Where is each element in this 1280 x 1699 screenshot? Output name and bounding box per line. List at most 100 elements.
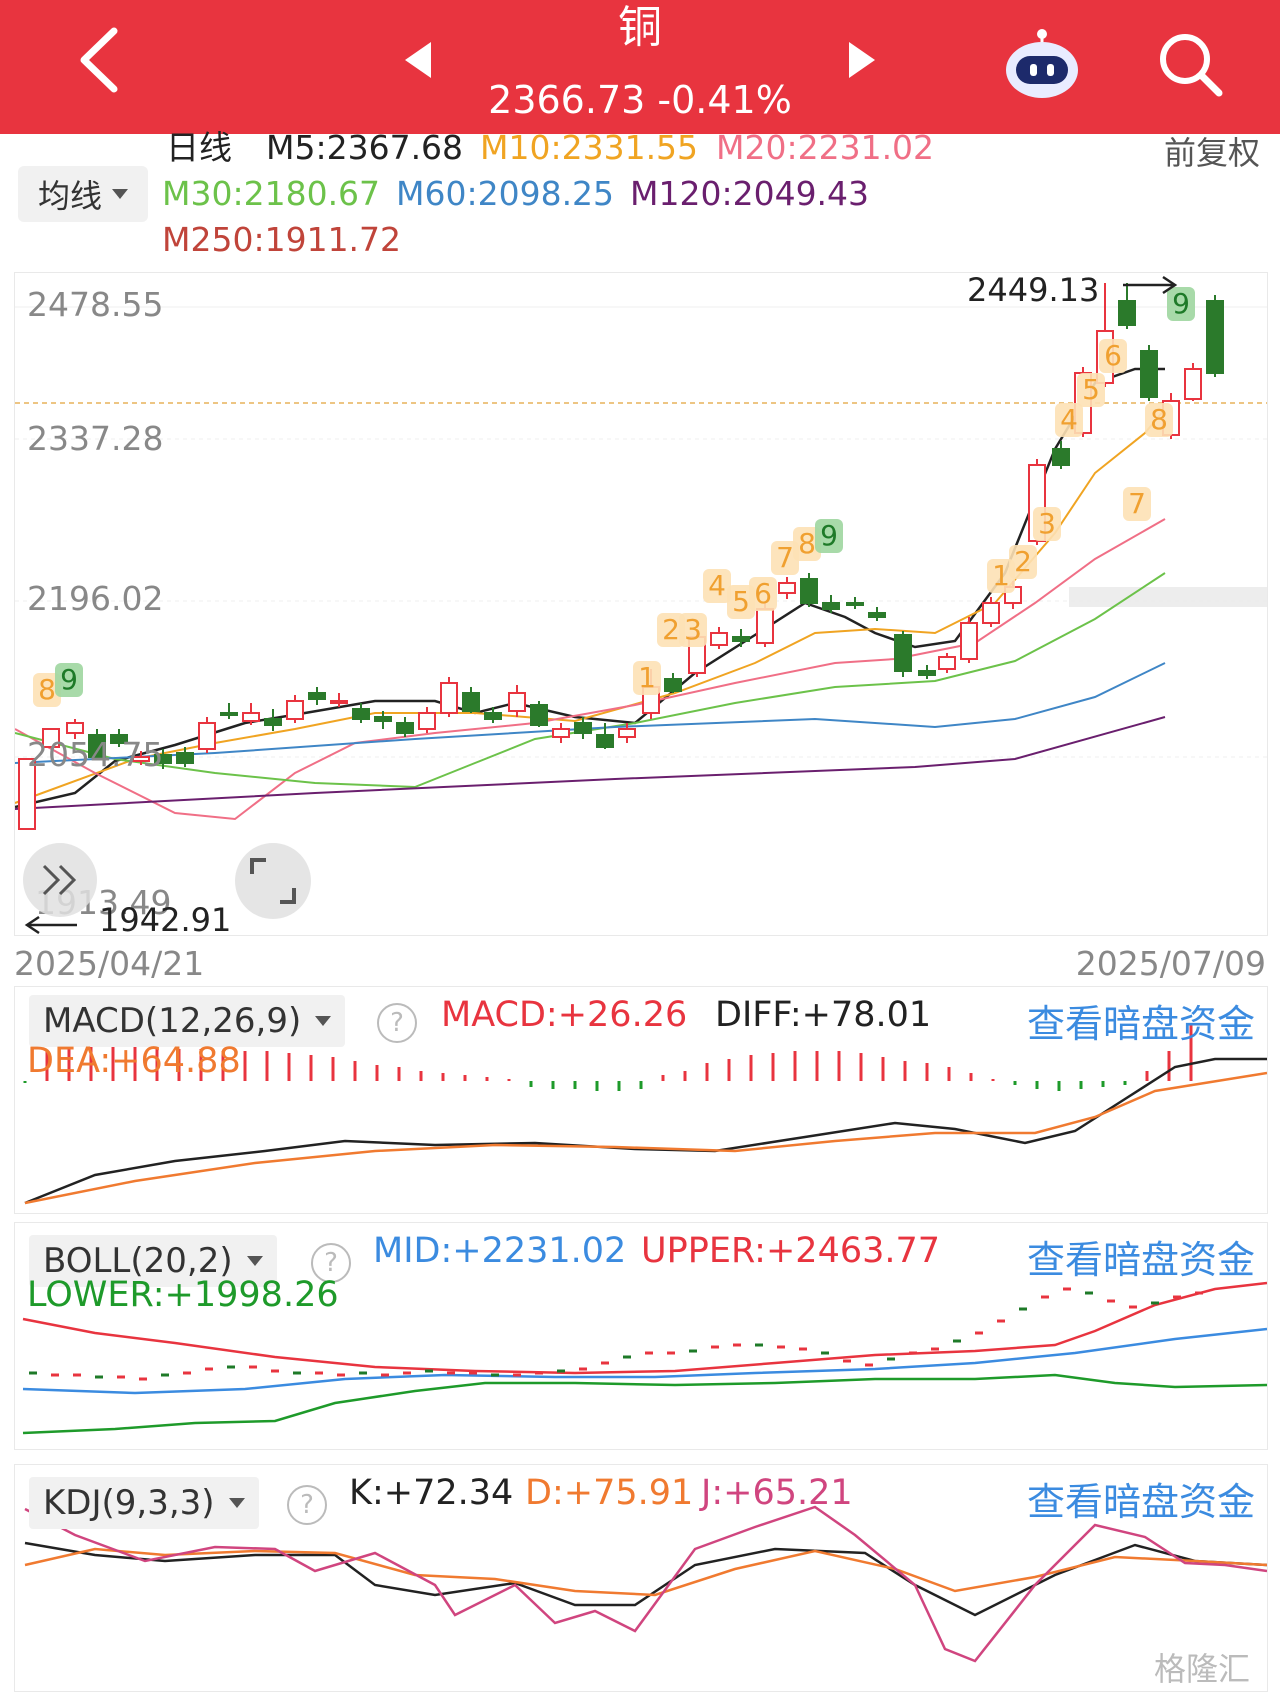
candle-body — [132, 756, 150, 762]
kdj-plot — [24, 1505, 1267, 1663]
candle-body — [960, 622, 978, 660]
candle-body — [286, 700, 304, 720]
td-badge — [1009, 545, 1037, 579]
candle-body — [242, 712, 260, 722]
td-badge — [633, 661, 661, 695]
low-marker-label: 1942.91 — [99, 901, 232, 939]
candle-body — [710, 632, 728, 646]
boll-select-label: BOLL(20,2) — [43, 1241, 233, 1281]
search-button[interactable] — [1148, 22, 1232, 106]
next-symbol-button[interactable] — [840, 38, 884, 82]
td-badge — [727, 585, 755, 619]
y-tick-4: 2054.75 — [27, 735, 164, 774]
td-count-label: 5 — [1082, 373, 1100, 406]
candle-body — [1118, 300, 1136, 326]
boll-select[interactable]: BOLL(20,2) — [29, 1235, 277, 1287]
td-badge — [33, 673, 61, 707]
robot-icon — [1006, 29, 1078, 98]
upper-value: UPPER:+2463.77 — [641, 1231, 941, 1271]
lower-value: LOWER:+1998.26 — [27, 1275, 339, 1315]
dropdown-arrow-icon — [315, 1016, 332, 1026]
candle-body — [732, 636, 750, 642]
td-badge — [679, 613, 707, 647]
macd-plot — [23, 1025, 1267, 1205]
candle-body — [330, 700, 348, 704]
macd-select[interactable]: MACD(12,26,9) — [29, 995, 346, 1047]
end-date: 2025/07/09 — [1075, 944, 1266, 983]
ma20-line — [15, 518, 1166, 821]
adjust-mode[interactable]: 前复权 — [1163, 134, 1260, 172]
symbol-title: 铜 — [618, 2, 662, 53]
candle-body — [42, 728, 60, 748]
dea-value: DEA:+64.88 — [27, 1041, 241, 1081]
j-value: J:+65.21 — [701, 1473, 853, 1513]
td-count-label: 1 — [992, 559, 1010, 592]
search-icon — [1160, 34, 1223, 97]
candle-body — [982, 602, 1000, 624]
d-value: D:+75.91 — [525, 1473, 694, 1513]
watermark: 格隆汇 — [1153, 1650, 1250, 1688]
k-line — [24, 1541, 1267, 1617]
td-count-label: 3 — [684, 613, 702, 646]
upper-band — [22, 1281, 1267, 1375]
dropdown-arrow-icon — [112, 189, 128, 199]
td-badge — [657, 613, 685, 647]
dark-pool-link[interactable]: 查看暗盘资金 — [1026, 1238, 1255, 1282]
td-count-label: 9 — [820, 519, 838, 552]
kdj-select[interactable]: KDJ(9,3,3) — [29, 1477, 259, 1529]
td-count-label: 5 — [732, 585, 750, 618]
td-badge — [1099, 339, 1127, 373]
diff-line — [24, 1057, 1267, 1205]
td-count-label: 2 — [1014, 545, 1032, 578]
d-line — [24, 1547, 1267, 1597]
td-count-label: 1 — [638, 661, 656, 694]
chevron-left-icon — [80, 27, 118, 93]
fullscreen-button[interactable] — [235, 843, 311, 919]
help-icon[interactable]: ? — [311, 1243, 351, 1283]
candle-body — [756, 608, 774, 644]
ma30-value: M30:2180.67 — [162, 174, 381, 213]
j-line — [24, 1505, 1267, 1663]
k-value: K:+72.34 — [349, 1473, 514, 1513]
candle-body — [110, 734, 128, 744]
ma-select-label: 均线 — [37, 177, 102, 215]
candle-body — [846, 602, 864, 606]
td-badge — [815, 519, 843, 553]
ma-type-select[interactable]: 均线 — [18, 166, 148, 222]
candle-body — [868, 612, 886, 618]
prev-symbol-button[interactable] — [396, 38, 440, 82]
dropdown-arrow-icon — [228, 1498, 245, 1508]
td-count-label: 8 — [798, 527, 816, 560]
back-button[interactable] — [60, 20, 140, 100]
td-badge — [749, 577, 777, 611]
td-count-label: 7 — [1128, 487, 1146, 520]
candle-body — [308, 692, 326, 700]
td-count-label: 2 — [662, 613, 680, 646]
ma250-value: M250:1911.72 — [162, 220, 402, 259]
last-price: 2366.73 — [488, 78, 646, 122]
y-tick-top: 2478.55 — [27, 285, 164, 324]
ma20-value: M20:2231.02 — [716, 128, 935, 167]
double-chevron-icon — [42, 864, 77, 896]
change-percent: -0.41% — [657, 78, 792, 122]
candle-body — [352, 708, 370, 720]
ma10-value: M10:2331.55 — [480, 128, 699, 167]
td-count-label: 6 — [1104, 339, 1122, 372]
dark-pool-link[interactable]: 查看暗盘资金 — [1026, 1480, 1255, 1524]
td-badge — [1033, 507, 1061, 541]
candle-body — [220, 712, 238, 716]
collapse-button[interactable] — [23, 843, 97, 917]
dark-pool-link[interactable]: 查看暗盘资金 — [1026, 1002, 1255, 1046]
td-badge — [987, 559, 1015, 593]
candle-body — [66, 722, 84, 734]
ma120-value: M120:2049.43 — [630, 174, 870, 213]
lower-band — [22, 1373, 1267, 1435]
ma5-value: M5:2367.68 — [266, 128, 464, 167]
help-icon[interactable]: ? — [287, 1485, 327, 1525]
assistant-button[interactable] — [1000, 22, 1084, 106]
help-icon[interactable]: ? — [377, 1003, 417, 1043]
ma120-line — [15, 716, 1166, 810]
candle-body — [440, 682, 458, 714]
